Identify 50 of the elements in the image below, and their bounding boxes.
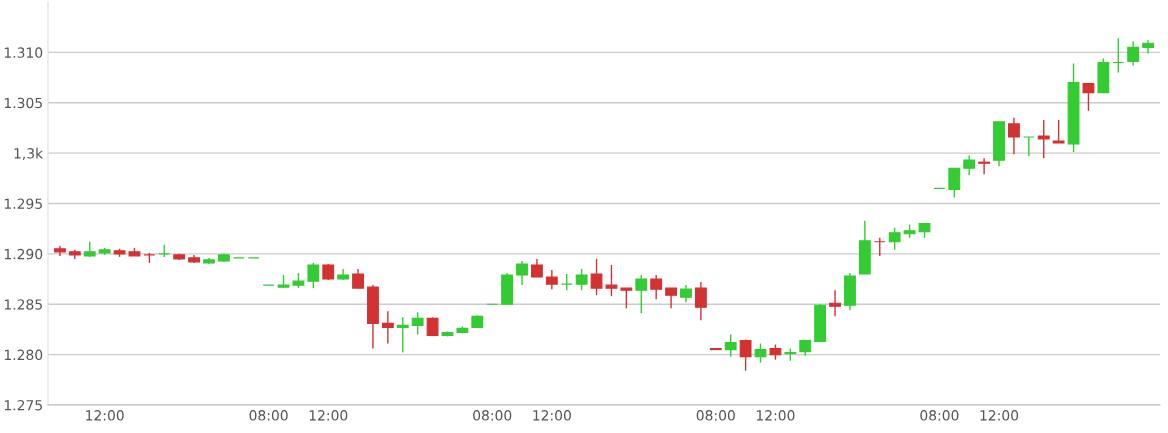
candlestick [1037,119,1050,159]
candlestick [724,333,737,358]
y-tick-label: 1.280 [4,349,43,361]
candlestick [948,167,961,199]
candlestick [1022,136,1035,157]
candlestick [516,260,528,286]
x-tick-label: 08:00 [696,410,735,421]
x-tick-label: 08:00 [473,410,512,421]
candlestick [590,258,603,296]
candlestick [665,287,677,309]
candlestick [1052,119,1065,144]
y-tick-label: 1.305 [4,97,42,109]
candlestick [1127,40,1140,67]
y-tick-label: 1.275 [4,399,42,411]
candlestick [396,316,409,354]
candlestick [545,269,558,290]
x-tick-label: 12:00 [756,410,795,421]
y-tick-label: 1.310 [4,47,43,58]
candlestick [888,226,901,251]
candlestick [307,262,320,289]
candlestick [739,338,752,372]
candlestick [381,310,394,345]
candlestick [754,342,767,364]
candlestick [650,274,663,300]
candlestick [426,316,439,337]
candlestick [963,154,976,176]
x-tick-label: 12:00 [86,410,124,421]
y-tick-label: 1.285 [4,299,42,310]
candlestick [873,237,886,257]
candlestick [531,258,543,278]
y-tick-label: 1.295 [4,198,42,209]
y-tick-label: 1,3k [14,147,44,161]
candlestick [620,287,633,309]
candlestick [1112,37,1125,74]
candlestick [694,281,707,322]
candlestick [352,268,364,289]
y-tick-label: 1.290 [4,248,43,260]
candlestick [635,274,648,315]
x-tick-label: 12:00 [309,410,348,421]
candlestick [575,268,588,291]
x-tick-label: 12:00 [533,410,571,421]
candlestick [829,289,841,318]
candlestick [605,264,618,297]
candlestick [411,311,424,336]
candlestick [1007,117,1020,155]
x-tick-label: 08:00 [249,410,288,421]
candlestick [1082,82,1095,112]
x-tick-label: 08:00 [920,410,959,421]
candlestick [978,157,991,175]
x-tick-label: 12:00 [980,410,1019,421]
